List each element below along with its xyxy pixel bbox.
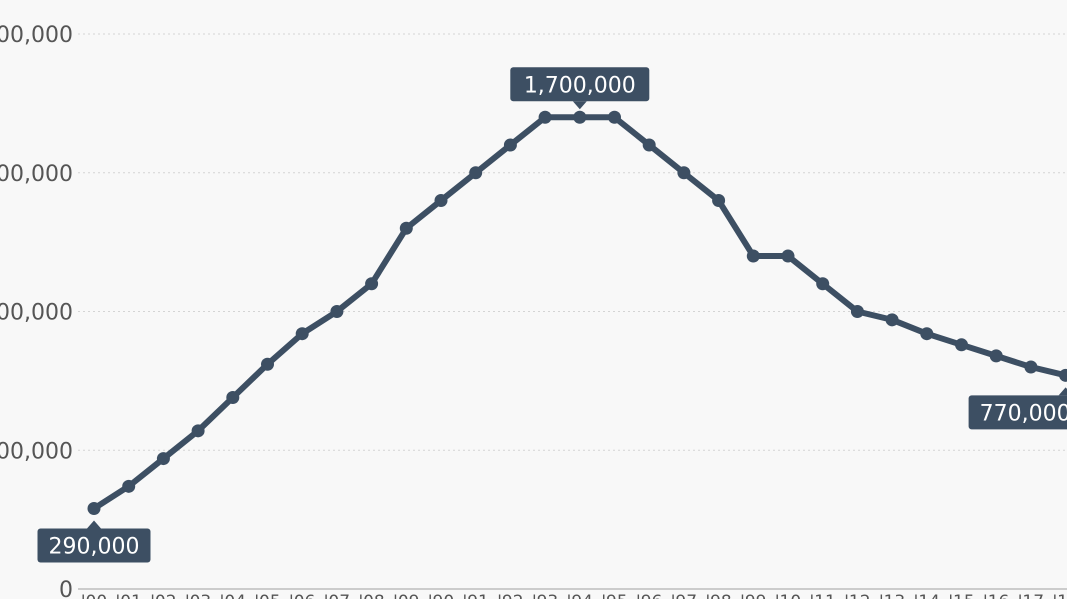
- y-tick-label: 1,500,000: [0, 162, 73, 187]
- data-point: [226, 391, 240, 405]
- y-tick-label: 1,000,000: [0, 301, 73, 326]
- data-point: [989, 349, 1003, 363]
- data-point: [122, 479, 136, 493]
- data-point: [399, 221, 413, 235]
- data-point: [503, 138, 517, 152]
- data-point: [365, 277, 379, 291]
- x-tick-label: '16: [983, 592, 1009, 599]
- y-tick-label: 0: [59, 578, 73, 599]
- x-tick-label: '02: [150, 592, 176, 599]
- data-label-text: 770,000: [980, 401, 1067, 426]
- data-point: [434, 194, 448, 207]
- x-tick-label: '18: [1052, 592, 1067, 599]
- data-point: [608, 110, 621, 124]
- label-pointer: [1058, 387, 1067, 396]
- x-tick-label: '05: [254, 592, 280, 599]
- x-tick-label: '13: [879, 592, 905, 599]
- x-tick-label: '99: [740, 592, 766, 599]
- y-axis-ticks: 0 500,000 1,000,000 1,500,000 2,000,000: [0, 23, 73, 599]
- data-label: 1,700,000: [510, 67, 650, 110]
- y-tick-label: 2,000,000: [0, 23, 73, 48]
- data-point: [746, 249, 760, 263]
- x-tick-label: '14: [914, 592, 940, 599]
- data-point: [816, 277, 830, 291]
- x-tick-label: '09: [393, 592, 419, 599]
- data-label-text: 1,700,000: [524, 73, 636, 98]
- x-tick-label: '04: [220, 592, 246, 599]
- label-pointer: [572, 101, 587, 110]
- data-point: [1024, 360, 1038, 374]
- x-tick-label: '00: [81, 592, 107, 599]
- label-box: [510, 67, 650, 102]
- data-point: [191, 424, 205, 438]
- data-point: [712, 194, 726, 207]
- x-tick-label: '97: [671, 592, 697, 599]
- label-box: [37, 528, 151, 563]
- data-point: [295, 327, 309, 341]
- data-points: [87, 110, 1067, 516]
- x-tick-label: '94: [567, 592, 593, 599]
- x-tick-label: '93: [532, 592, 558, 599]
- x-tick-label: '92: [497, 592, 523, 599]
- x-tick-label: '17: [1018, 592, 1044, 599]
- label-box: [968, 395, 1067, 430]
- x-tick-label: '90: [428, 592, 454, 599]
- x-tick-label: '01: [116, 592, 142, 599]
- data-point: [850, 305, 864, 318]
- x-tick-label: '96: [636, 592, 662, 599]
- data-point: [87, 502, 101, 516]
- x-tick-label: '98: [705, 592, 731, 599]
- y-tick-label: 500,000: [0, 439, 73, 464]
- data-point: [573, 110, 587, 124]
- data-point: [920, 327, 934, 341]
- label-pointer: [87, 520, 101, 529]
- data-point: [1059, 368, 1067, 382]
- x-tick-label: '03: [185, 592, 211, 599]
- x-tick-label: '95: [601, 592, 627, 599]
- data-point: [469, 166, 483, 180]
- data-point: [781, 249, 795, 263]
- data-point: [642, 138, 656, 152]
- x-tick-label: '10: [775, 592, 801, 599]
- data-point: [156, 452, 170, 466]
- x-axis-ticks: '00 '01 '02 '03 '04 '05 '06 '07 '08 '09 '90 '91 '92 '…: [81, 592, 1067, 599]
- data-point: [885, 313, 899, 327]
- x-tick-label: '15: [948, 592, 974, 599]
- data-annotations: 290,000 1,700,000 770,000: [37, 67, 1067, 563]
- x-tick-label: '11: [810, 592, 836, 599]
- x-tick-label: '12: [844, 592, 870, 599]
- x-tick-label: '07: [324, 592, 350, 599]
- data-label-text: 290,000: [49, 535, 140, 560]
- x-tick-label: '91: [463, 592, 489, 599]
- x-tick-label: '06: [289, 592, 315, 599]
- data-point: [955, 338, 968, 352]
- data-point: [538, 110, 552, 124]
- x-tick-label: '08: [358, 592, 384, 599]
- data-label: 770,000: [968, 387, 1067, 430]
- data-label: 290,000: [37, 520, 151, 563]
- data-point: [677, 166, 691, 180]
- data-point: [261, 357, 274, 371]
- data-point: [330, 305, 344, 318]
